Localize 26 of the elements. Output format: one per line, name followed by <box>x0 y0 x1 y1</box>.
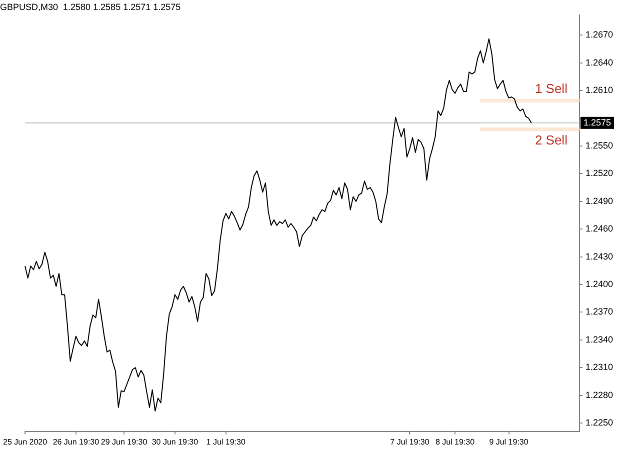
y-tick-label: 1.2670 <box>585 30 614 40</box>
y-tick-label: 1.2610 <box>585 85 614 96</box>
x-tick-label: 30 Jun 19:30 <box>152 437 199 446</box>
y-tick-label: 1.2250 <box>585 418 614 428</box>
x-tick-label: 29 Jun 19:30 <box>100 437 148 446</box>
x-tick-label: 26 Jun 19:30 <box>52 437 100 446</box>
band-label: 1 Sell <box>534 80 568 96</box>
y-tick-label: 1.2550 <box>585 140 614 150</box>
x-tick-label: 7 Jul 19:30 <box>390 437 430 446</box>
y-tick-label: 1.2460 <box>585 224 614 234</box>
x-tick-label: 25 Jun 2020 <box>2 437 48 446</box>
y-tick-label: 1.2340 <box>585 334 614 344</box>
y-tick-label: 1.2280 <box>585 390 614 400</box>
x-tick-label: 1 Jul 19:30 <box>206 437 246 446</box>
y-tick-label: 1.2640 <box>585 57 614 68</box>
y-tick-label: 1.2520 <box>585 168 614 178</box>
x-tick-label: 8 Jul 19:30 <box>435 437 476 446</box>
y-tick-label: 1.2370 <box>585 306 614 317</box>
y-tick-label: 1.2430 <box>585 251 614 262</box>
ref-line-label: 1.2575 <box>583 117 612 128</box>
x-tick-label: 9 Jul 19:30 <box>489 437 529 446</box>
y-tick-label: 1.2310 <box>585 362 614 372</box>
y-tick-label: 1.2490 <box>585 196 614 206</box>
y-tick-label: 1.2400 <box>585 279 614 290</box>
band-label: 2 Sell <box>534 132 568 148</box>
chart-title: GBPUSD,M30 1.2580 1.2585 1.2571 1.2575 <box>0 2 181 12</box>
